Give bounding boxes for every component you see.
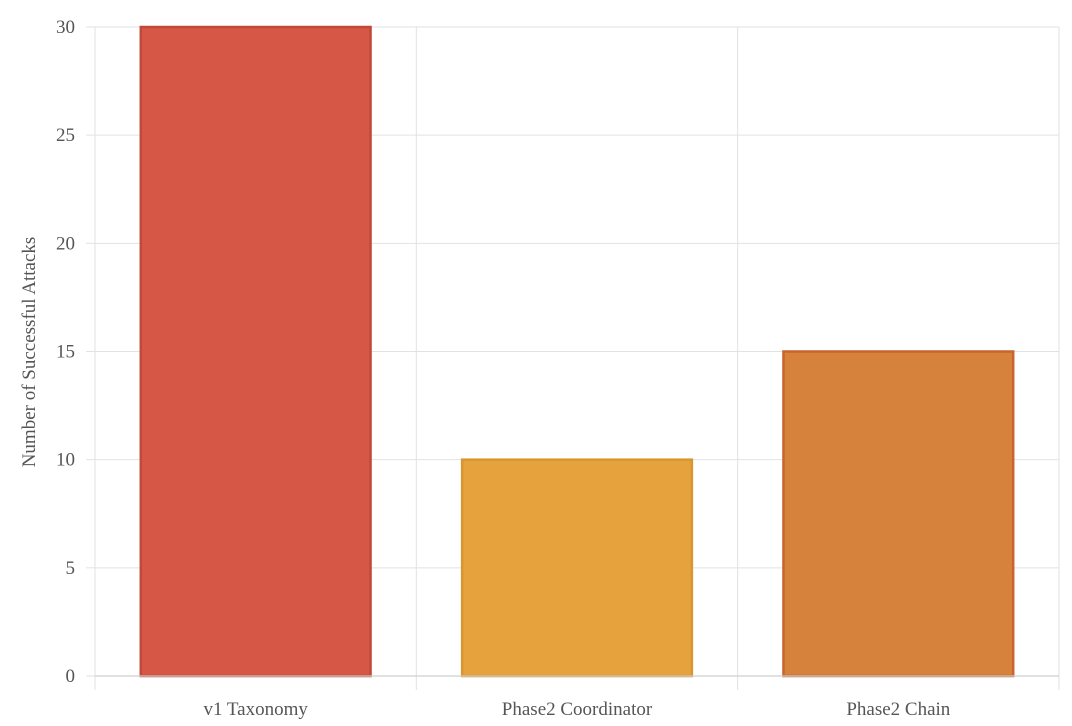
y-tick-labels: 0 5 10 15 20 25 30 xyxy=(56,17,75,687)
x-tick-label: v1 Taxonomy xyxy=(203,699,308,720)
y-axis-label: Number of Successful Attacks xyxy=(19,237,40,468)
y-tick-label: 20 xyxy=(56,233,75,254)
bar xyxy=(460,458,694,678)
bar xyxy=(782,350,1015,678)
x-tick-label: Phase2 Coordinator xyxy=(502,699,653,720)
x-tick-labels: v1 Taxonomy Phase2 Coordinator Phase2 Chai… xyxy=(203,699,950,720)
y-tick-label: 0 xyxy=(66,666,76,687)
y-tick-label: 10 xyxy=(56,450,75,471)
y-tick-label: 15 xyxy=(56,342,75,363)
y-tick-label: 30 xyxy=(56,17,75,38)
x-tick-label: Phase2 Chain xyxy=(846,699,950,720)
bar xyxy=(139,25,372,678)
y-tick-label: 5 xyxy=(66,558,76,579)
bars xyxy=(139,25,1015,678)
y-tick-label: 25 xyxy=(56,125,75,146)
